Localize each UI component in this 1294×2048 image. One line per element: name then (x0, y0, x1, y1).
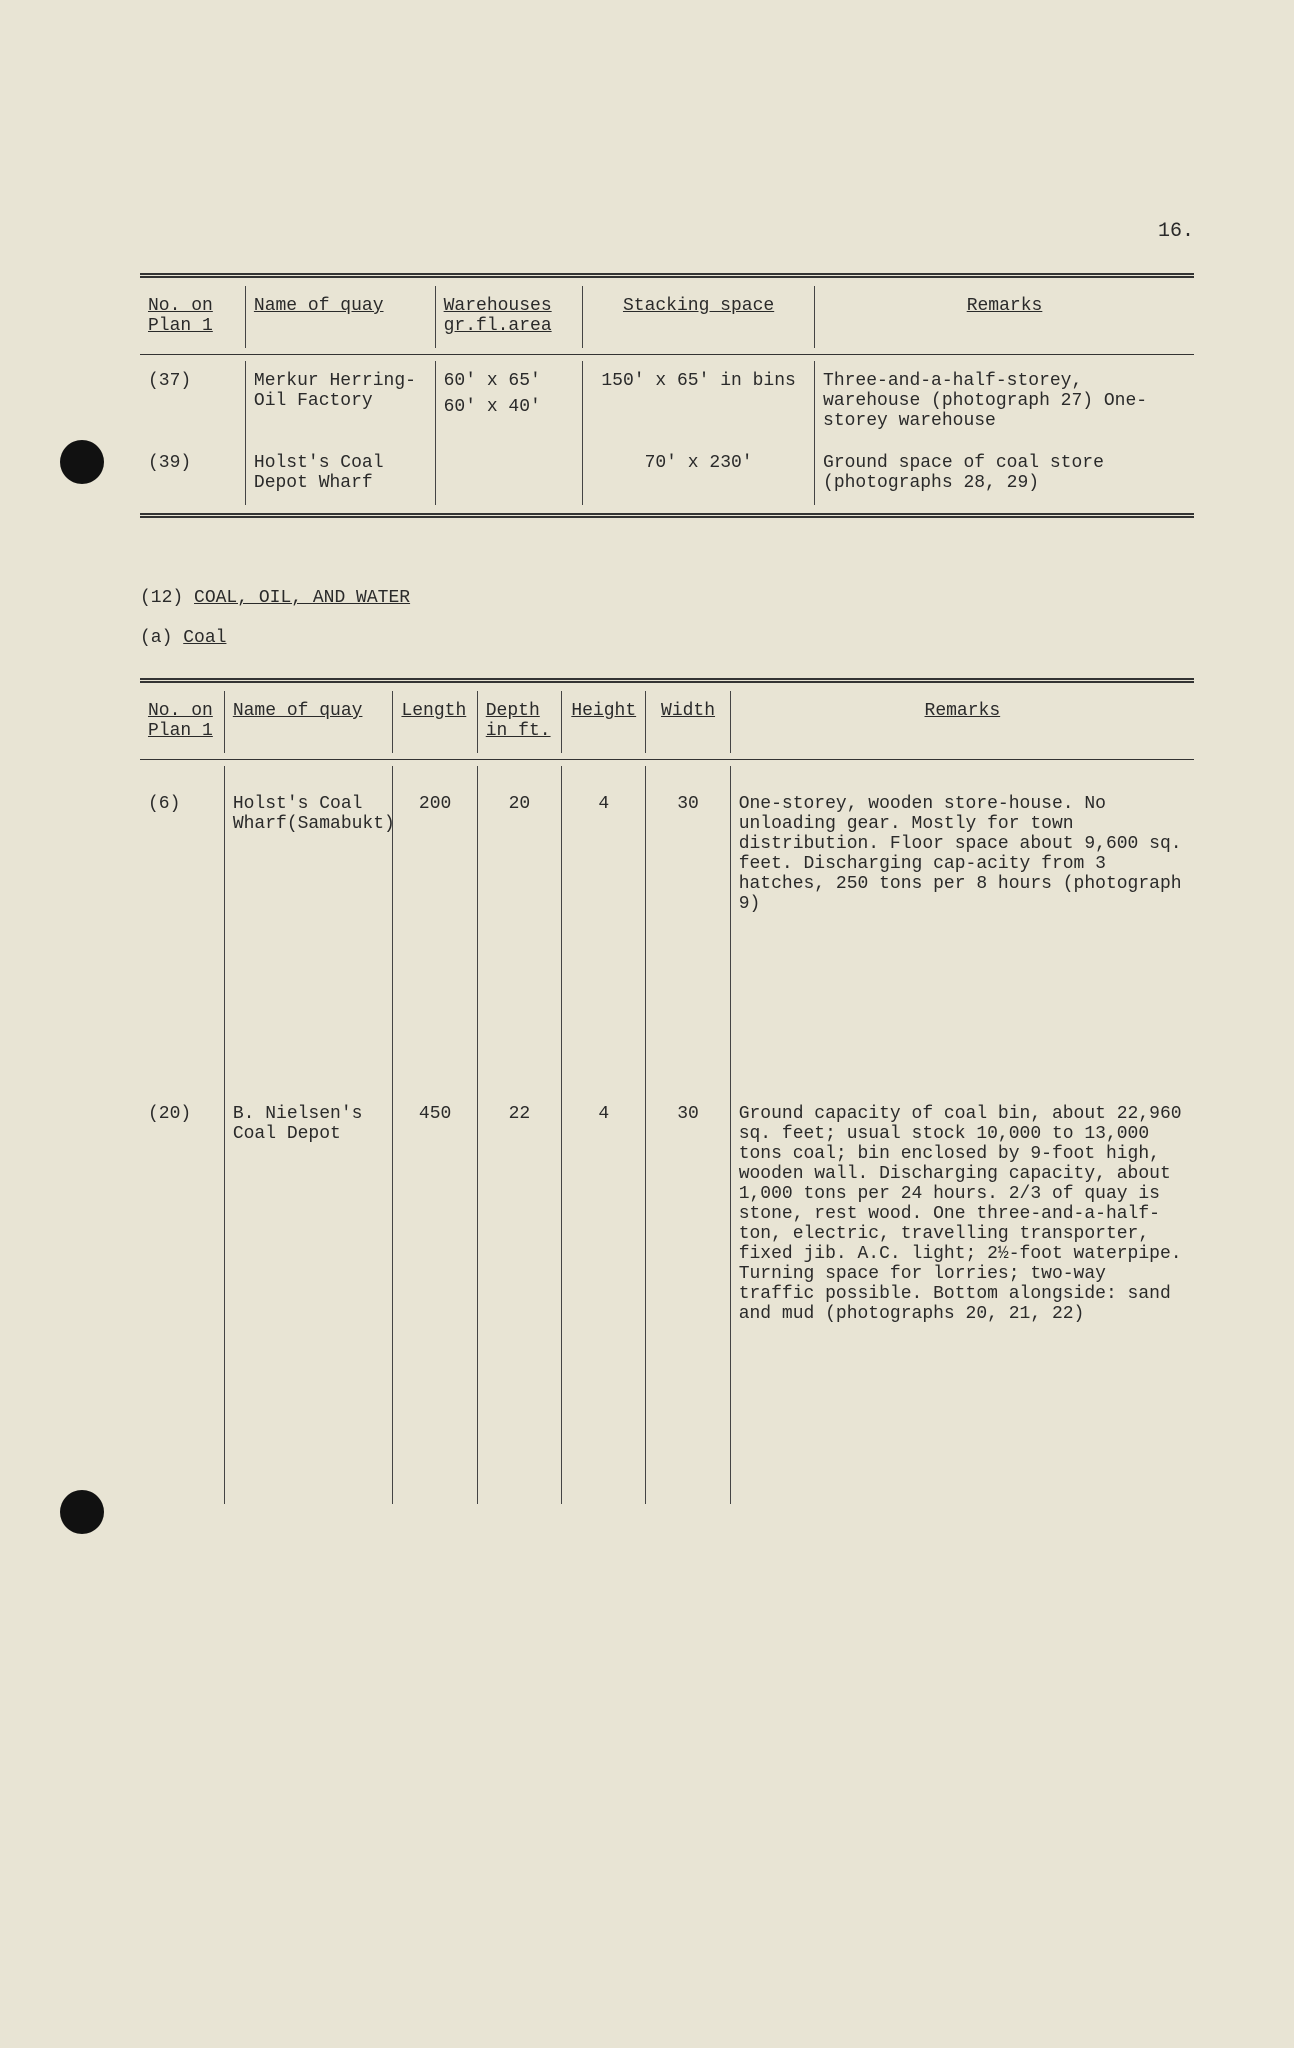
col-header-depth: Depth in ft. (477, 691, 561, 753)
table-header-rule (140, 354, 1194, 355)
cell-depth: 22 (477, 1064, 561, 1504)
cell-remarks: Ground space of coal store (photographs … (815, 443, 1194, 505)
cell-remarks: Ground capacity of coal bin, about 22,96… (730, 1064, 1194, 1504)
col-header-height: Height (562, 691, 646, 753)
col-header-name: Name of quay (224, 691, 393, 753)
page-number: 16. (140, 220, 1194, 243)
col-header-name: Name of quay (245, 286, 435, 348)
cell-warehouses: 60' x 65' 60' x 40' (435, 361, 583, 443)
cell-stacking: 150' x 65' in bins (583, 361, 815, 443)
col-header-plan-no: No. on Plan 1 (140, 286, 245, 348)
cell-height: 4 (562, 766, 646, 1064)
coal-quay-table-body: (6) Holst's Coal Wharf(Samabukt) 200 20 … (140, 766, 1194, 1504)
col-header-remarks: Remarks (730, 691, 1194, 753)
table-bottom-rule (140, 513, 1194, 518)
col-header-stacking: Stacking space (583, 286, 815, 348)
cell-depth: 20 (477, 766, 561, 1064)
cell-no: (39) (140, 443, 245, 505)
table2-top-rule (140, 678, 1194, 683)
punch-hole (60, 1490, 104, 1534)
cell-length: 450 (393, 1064, 477, 1504)
cell-name: B. Nielsen's Coal Depot (224, 1064, 393, 1504)
cell-width: 30 (646, 1064, 730, 1504)
col-header-plan-no: No. on Plan 1 (140, 691, 224, 753)
table-row: (37) Merkur Herring-Oil Factory 60' x 65… (140, 361, 1194, 443)
quay-warehouse-table-body: (37) Merkur Herring-Oil Factory 60' x 65… (140, 361, 1194, 505)
cell-stacking: 70' x 230' (583, 443, 815, 505)
section-heading: (12) COAL, OIL, AND WATER (140, 588, 1194, 608)
table2-header-rule (140, 759, 1194, 760)
cell-warehouses (435, 443, 583, 505)
section-subheading: (a) Coal (140, 628, 1194, 648)
quay-warehouse-table: No. on Plan 1 Name of quay Warehouses gr… (140, 286, 1194, 348)
col-header-width: Width (646, 691, 730, 753)
cell-width: 30 (646, 766, 730, 1064)
cell-name: Holst's Coal Depot Wharf (245, 443, 435, 505)
table-row: (20) B. Nielsen's Coal Depot 450 22 4 30… (140, 1064, 1194, 1504)
table-row: (6) Holst's Coal Wharf(Samabukt) 200 20 … (140, 766, 1194, 1064)
cell-no: (6) (140, 766, 224, 1064)
col-header-length: Length (393, 691, 477, 753)
cell-name: Holst's Coal Wharf(Samabukt) (224, 766, 393, 1064)
cell-remarks: One-storey, wooden store-house. No unloa… (730, 766, 1194, 1064)
cell-length: 200 (393, 766, 477, 1064)
cell-no: (20) (140, 1064, 224, 1504)
col-header-remarks: Remarks (815, 286, 1194, 348)
col-header-warehouses: Warehouses gr.fl.area (435, 286, 583, 348)
coal-quay-table: No. on Plan 1 Name of quay Length Depth … (140, 691, 1194, 753)
punch-hole (60, 440, 104, 484)
cell-remarks: Three-and-a-half-storey, warehouse (phot… (815, 361, 1194, 443)
cell-height: 4 (562, 1064, 646, 1504)
table-top-rule (140, 273, 1194, 278)
table-row: (39) Holst's Coal Depot Wharf 70' x 230'… (140, 443, 1194, 505)
cell-no: (37) (140, 361, 245, 443)
cell-name: Merkur Herring-Oil Factory (245, 361, 435, 443)
